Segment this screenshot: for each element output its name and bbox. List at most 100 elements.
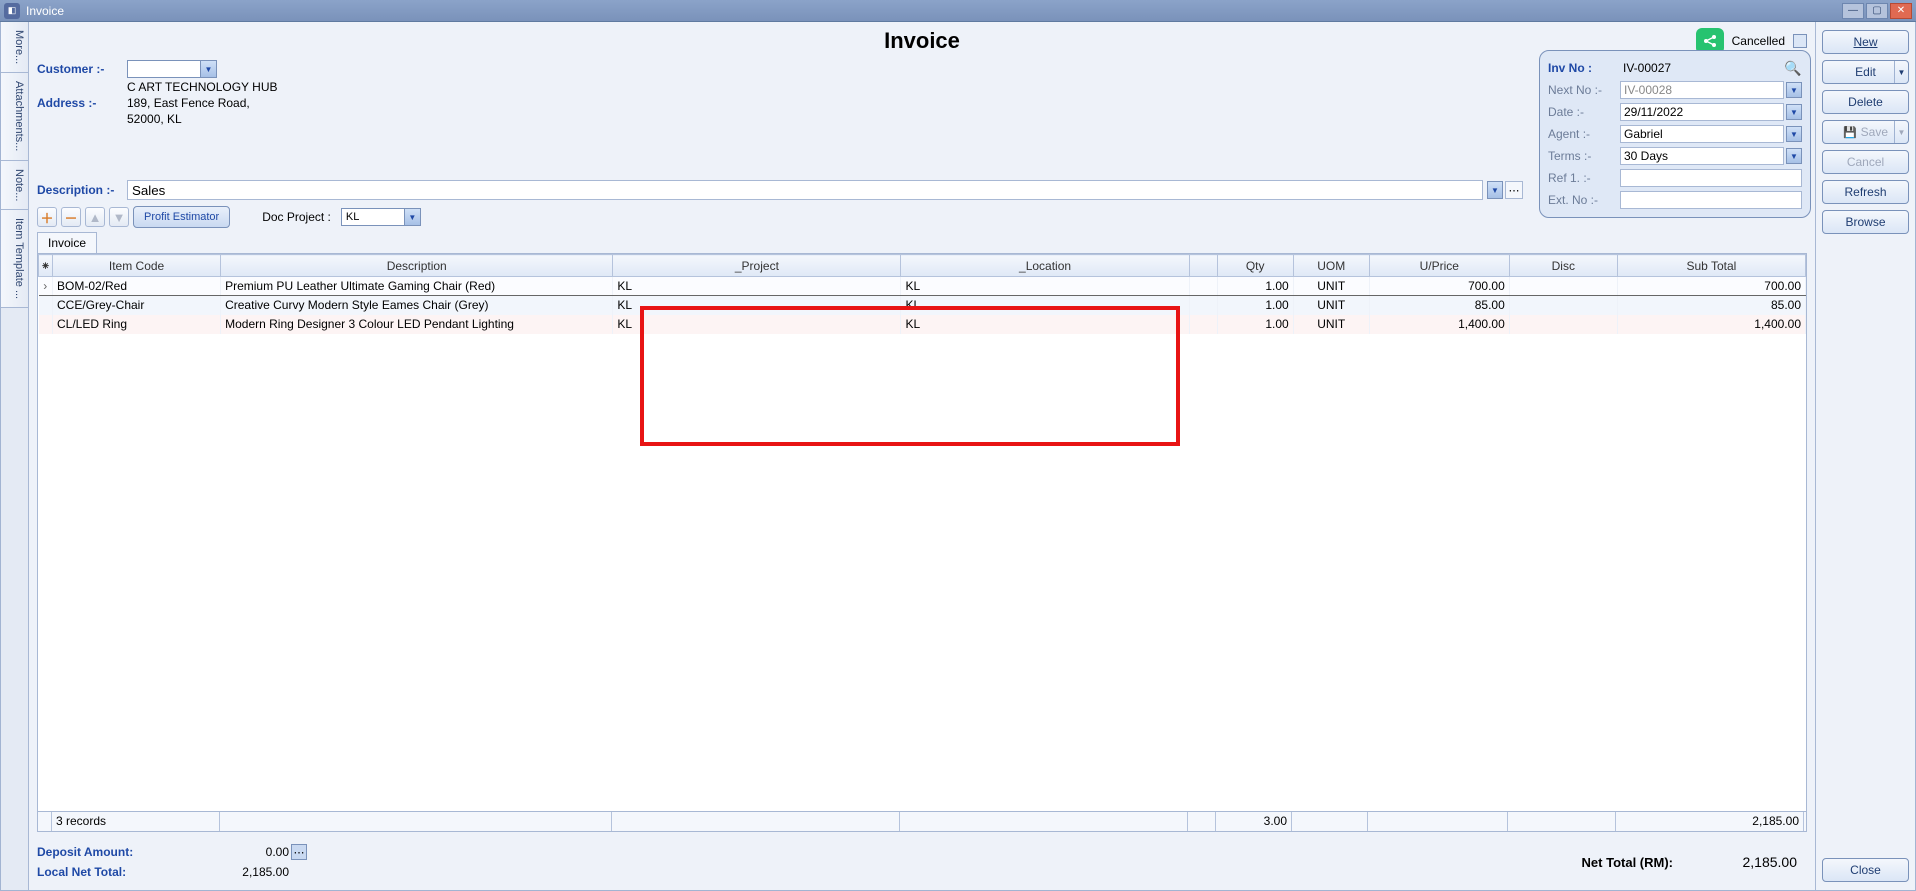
grid-tabs: Invoice [37,232,1807,253]
left-tab-note[interactable]: Note... [1,161,28,210]
agent-label: Agent :- [1548,127,1620,141]
customer-name: C ART TECHNOLOGY HUB [127,80,278,94]
browse-button[interactable]: Browse [1822,210,1909,234]
chevron-down-icon[interactable]: ▼ [1786,82,1802,98]
maximize-button[interactable]: ▢ [1866,3,1888,19]
col-uprice[interactable]: U/Price [1369,255,1509,277]
next-no-label: Next No :- [1548,83,1620,97]
remove-line-button[interactable]: － [61,207,81,227]
column-selector[interactable]: ⁕ [39,255,53,277]
agent-value[interactable]: Gabriel [1620,125,1784,143]
col-item-code[interactable]: Item Code [53,255,221,277]
chevron-down-icon: ▼ [1894,121,1908,143]
cancel-button: Cancel [1822,150,1909,174]
col-location[interactable]: _Location [901,255,1189,277]
col-subtotal[interactable]: Sub Total [1617,255,1805,277]
disk-icon: 💾 [1843,126,1857,139]
deposit-label: Deposit Amount: [37,845,161,859]
chevron-down-icon: ▼ [404,209,420,225]
left-tab-more[interactable]: More... [1,22,28,73]
net-total-value: 2,185.00 [1687,854,1797,870]
search-icon[interactable]: 🔍 [1784,59,1802,77]
more-dots-button[interactable]: ⋯ [1505,181,1523,199]
chevron-down-icon[interactable]: ▼ [1786,148,1802,164]
cancelled-checkbox[interactable] [1793,34,1807,48]
page-title: Invoice [37,28,1807,54]
local-net-value: 2,185.00 [161,865,291,879]
close-window-button[interactable]: ✕ [1890,3,1912,19]
col-disc[interactable]: Disc [1509,255,1617,277]
col-qty[interactable]: Qty [1217,255,1293,277]
inv-no-label: Inv No : [1548,61,1620,75]
delete-button[interactable]: Delete [1822,90,1909,114]
window-title: Invoice [26,4,1842,18]
window-buttons: — ▢ ✕ [1842,3,1912,19]
action-panel: New Edit▼ Delete 💾Save▼ Cancel Refresh B… [1815,22,1915,890]
next-no-value[interactable]: IV-00028 [1620,81,1784,99]
records-count: 3 records [52,812,220,831]
app-icon: ◧ [4,3,20,19]
line-grid: ⁕ Item Code Description _Project _Locati… [37,253,1807,832]
deposit-more-button[interactable]: ⋯ [291,844,307,860]
chevron-down-icon: ▼ [200,61,216,77]
col-project[interactable]: _Project [613,255,901,277]
col-description[interactable]: Description [221,255,613,277]
table-row[interactable]: CCE/Grey-ChairCreative Curvy Modern Styl… [39,296,1806,315]
table-row[interactable]: CL/LED RingModern Ring Designer 3 Colour… [39,315,1806,334]
deposit-value: 0.00 [161,845,291,859]
net-total-label: Net Total (RM): [1582,855,1673,870]
left-tab-item-template[interactable]: Item Template ... [1,210,28,308]
extno-value[interactable] [1620,191,1802,209]
description-label: Description :- [37,183,127,197]
main: Invoice Cancelled Customer :- ▼ C ART TE… [29,22,1815,890]
ref1-label: Ref 1. :- [1548,171,1620,185]
doc-project-combo[interactable]: KL ▼ [341,208,421,226]
window: ◧ Invoice — ▢ ✕ More... Attachments... N… [0,0,1916,891]
tab-invoice[interactable]: Invoice [37,232,97,253]
line-table: ⁕ Item Code Description _Project _Locati… [38,254,1806,334]
refresh-button[interactable]: Refresh [1822,180,1909,204]
doc-project-label: Doc Project : [262,210,331,224]
minimize-button[interactable]: — [1842,3,1864,19]
doc-project-value: KL [342,211,359,223]
address-label: Address :- [37,96,127,110]
move-down-button[interactable]: ▼ [109,207,129,227]
chevron-down-icon[interactable]: ▼ [1786,104,1802,120]
terms-label: Terms :- [1548,149,1620,163]
move-up-button[interactable]: ▲ [85,207,105,227]
date-label: Date :- [1548,105,1620,119]
local-net-label: Local Net Total: [37,865,161,879]
titlebar: ◧ Invoice — ▢ ✕ [0,0,1916,22]
edit-button[interactable]: Edit▼ [1822,60,1909,84]
description-input[interactable] [127,180,1483,200]
new-button[interactable]: New [1822,30,1909,54]
left-tab-attachments[interactable]: Attachments... [1,73,28,160]
subtotal-sum: 2,185.00 [1616,812,1804,831]
date-value[interactable]: 29/11/2022 [1620,103,1784,121]
col-uom[interactable]: UOM [1293,255,1369,277]
terms-value[interactable]: 30 Days [1620,147,1784,165]
close-button[interactable]: Close [1822,858,1909,882]
address-line2: 52000, KL [127,112,182,126]
add-line-button[interactable]: ＋ [37,207,57,227]
chevron-down-icon[interactable]: ▼ [1894,61,1908,83]
chevron-down-icon[interactable]: ▼ [1487,181,1503,199]
chevron-down-icon[interactable]: ▼ [1786,126,1802,142]
inv-no-value: IV-00027 [1620,59,1784,77]
customer-label: Customer :- [37,62,127,76]
col-blank [1189,255,1217,277]
qty-total: 3.00 [1216,812,1292,831]
profit-estimator-button[interactable]: Profit Estimator [133,206,230,228]
extno-label: Ext. No :- [1548,193,1620,207]
ref1-value[interactable] [1620,169,1802,187]
address-line1: 189, East Fence Road, [127,96,250,110]
totals-bar: Deposit Amount: 0.00 ⋯ Local Net Total: … [37,838,1807,886]
document-info-box: Inv No : IV-00027 🔍 Next No :- IV-00028 … [1539,50,1811,218]
customer-combo[interactable]: ▼ [127,60,217,78]
left-tab-strip: More... Attachments... Note... Item Temp… [1,22,29,890]
description-row: Description :- ▼ ⋯ [37,180,1523,200]
cancelled-label: Cancelled [1732,34,1785,48]
table-row[interactable]: ›BOM-02/RedPremium PU Leather Ultimate G… [39,277,1806,296]
grid-footer: 3 records 3.00 2,185.00 [38,811,1806,831]
content: More... Attachments... Note... Item Temp… [0,22,1916,891]
